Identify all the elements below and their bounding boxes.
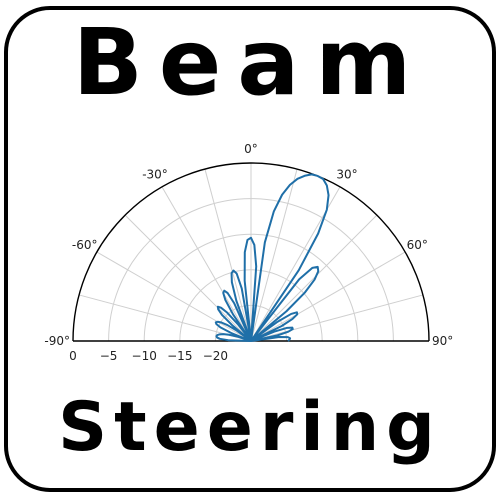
angle-label: -90°: [44, 334, 70, 348]
grid-spoke: [250, 168, 298, 342]
angle-label: 90°: [432, 334, 453, 348]
polar-grid: [72, 162, 430, 342]
grid-spoke: [250, 251, 406, 342]
angle-label: 30°: [336, 168, 357, 182]
grid-spoke: [124, 214, 252, 342]
grid-spoke: [250, 214, 378, 342]
radial-label: −5: [100, 349, 118, 363]
title-steering: Steering: [58, 388, 442, 467]
angle-label: 60°: [407, 238, 428, 252]
angle-label: 0°: [244, 142, 258, 156]
grid-spoke: [161, 186, 252, 342]
beam-pattern-series: [214, 173, 330, 342]
icon-frame: [4, 6, 496, 492]
radial-label: −15: [167, 349, 192, 363]
title-beam: Beam: [72, 9, 428, 116]
outer-arc: [72, 162, 430, 342]
grid-spoke: [250, 294, 424, 342]
radial-label: 0: [69, 349, 77, 363]
grid-spoke: [96, 251, 252, 342]
beam-pattern-line: [214, 173, 330, 342]
angle-label: -30°: [142, 168, 168, 182]
radial-label: −10: [132, 349, 157, 363]
radial-label: −20: [203, 349, 228, 363]
radial-tick-labels: 0 −5 −10 −15 −20: [69, 349, 228, 363]
angle-tick-labels: -90° -60° -30° 0° 30° 60° 90°: [44, 142, 453, 348]
grid-spoke: [204, 168, 252, 342]
angle-label: -60°: [72, 238, 98, 252]
